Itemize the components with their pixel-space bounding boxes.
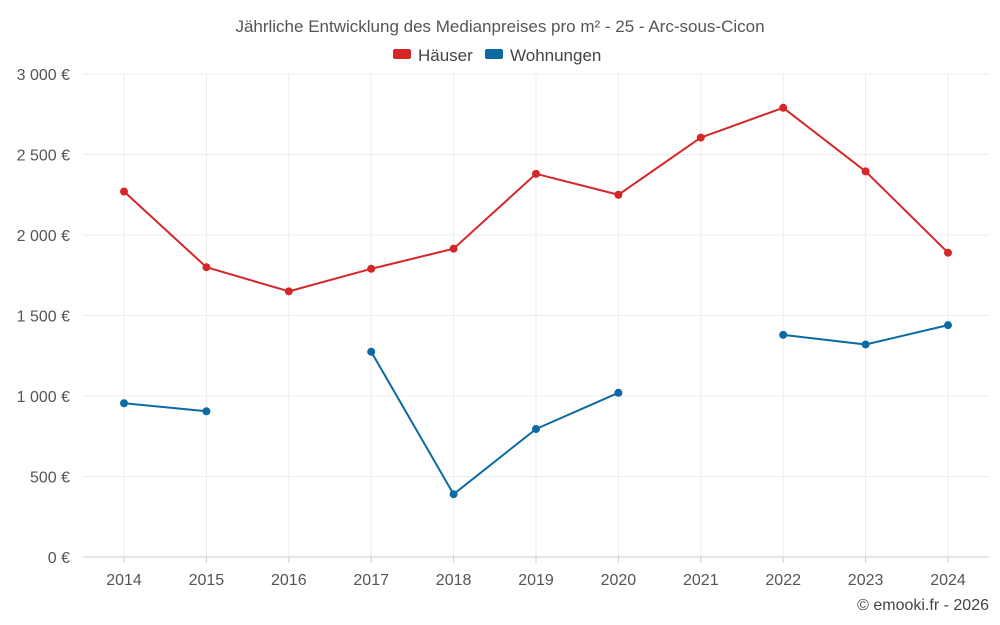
data-point-wohnungen-2022[interactable] [779, 330, 788, 339]
y-tick-label: 2 000 € [17, 228, 70, 245]
y-tick-label: 3 000 € [17, 67, 70, 84]
x-tick-label: 2014 [106, 572, 142, 589]
x-tick-label: 2017 [353, 572, 389, 589]
data-point-haeuser-2016[interactable] [284, 287, 293, 296]
data-point-haeuser-2017[interactable] [367, 264, 376, 273]
y-tick-label: 2 500 € [17, 148, 70, 165]
x-tick-label: 2018 [436, 572, 472, 589]
data-point-haeuser-2023[interactable] [861, 167, 870, 176]
series-line-wohnungen [370, 350, 620, 496]
data-point-haeuser-2019[interactable] [532, 169, 540, 178]
series-line-wohnungen [123, 402, 208, 413]
axes: 0 € 500 € 1 000 € 1 500 € 2 000 € 2 500 € 3 00… [17, 67, 989, 589]
legend-swatch-wohnungen[interactable] [485, 49, 503, 59]
x-tick-label: 2024 [930, 572, 966, 589]
data-point-wohnungen-2023[interactable] [861, 340, 870, 349]
legend-label-wohnungen[interactable]: Wohnungen [510, 46, 601, 65]
data-point-haeuser-2024[interactable] [944, 248, 952, 257]
chart-title: Jährliche Entwicklung des Medianpreises … [235, 17, 764, 36]
y-tick-label: 1 500 € [17, 309, 70, 326]
data-point-haeuser-2022[interactable] [779, 103, 788, 112]
x-tick-label: 2016 [271, 572, 307, 589]
x-tick-label: 2022 [765, 572, 801, 589]
series [120, 103, 952, 499]
credit-text: © emooki.fr - 2026 [857, 597, 989, 614]
data-point-wohnungen-2015[interactable] [202, 407, 211, 416]
data-point-wohnungen-2020[interactable] [614, 388, 623, 397]
grid [83, 73, 989, 557]
x-tick-label: 2021 [683, 572, 719, 589]
data-point-wohnungen-2024[interactable] [944, 321, 952, 330]
data-point-haeuser-2015[interactable] [202, 263, 211, 272]
data-point-haeuser-2014[interactable] [120, 187, 128, 196]
x-tick-label: 2019 [518, 572, 554, 589]
y-tick-label: 1 000 € [17, 389, 70, 406]
x-tick-label: 2020 [601, 572, 637, 589]
x-tick-label: 2023 [848, 572, 884, 589]
y-tick-label: 0 € [48, 550, 70, 567]
x-tick-label: 2015 [189, 572, 225, 589]
data-point-wohnungen-2019[interactable] [532, 425, 540, 434]
data-point-haeuser-2020[interactable] [614, 190, 623, 199]
data-point-haeuser-2021[interactable] [696, 133, 705, 142]
legend-label-haeuser[interactable]: Häuser [418, 46, 473, 65]
data-point-wohnungen-2017[interactable] [367, 347, 376, 356]
data-point-wohnungen-2014[interactable] [120, 399, 128, 408]
y-tick-label: 500 € [30, 470, 70, 487]
legend: Häuser Wohnungen [393, 46, 601, 65]
data-point-wohnungen-2018[interactable] [449, 490, 458, 499]
data-point-haeuser-2018[interactable] [449, 244, 458, 253]
legend-swatch-haeuser[interactable] [393, 49, 411, 59]
